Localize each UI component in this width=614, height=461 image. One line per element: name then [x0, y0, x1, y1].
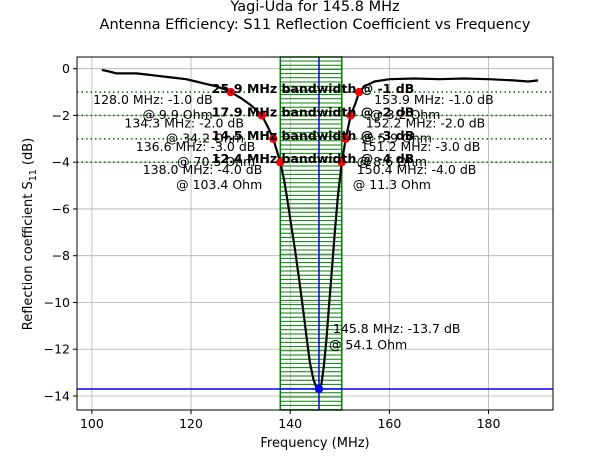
- x-tick-label: 120: [179, 416, 203, 431]
- threshold-marker: [276, 157, 285, 167]
- right-annotation-line2: @ 11.3 Ohm: [353, 177, 431, 192]
- s11-curve-layer: [101, 68, 539, 391]
- y-tick-label: −10: [44, 295, 70, 310]
- y-axis-label-unit: (dB): [21, 138, 36, 169]
- right-annotation-line1: 151.2 MHz: -3.0 dB: [361, 139, 481, 154]
- threshold-marker: [226, 87, 235, 97]
- x-axis-label: Frequency (MHz): [260, 436, 369, 451]
- annotation-layer: 25.9 MHz bandwidth @ -1 dB 17.9 MHz bandw…: [93, 81, 494, 352]
- left-annotation-line2: @ 103.4 Ohm: [176, 177, 262, 192]
- left-annotation-line1: 136.6 MHz: -3.0 dB: [136, 139, 256, 154]
- left-annotation-line2: @ 9.9 Ohm: [142, 107, 212, 122]
- left-annotation-line2: @ 34.2 Ohm: [166, 130, 244, 145]
- plot-frame: [76, 56, 554, 411]
- y-tick-label: −4: [52, 155, 70, 170]
- y-tick-label: −14: [44, 388, 70, 403]
- y-tick-label: 0: [62, 61, 70, 76]
- y-tick-label: −6: [52, 201, 70, 216]
- x-tick-label: 100: [80, 416, 104, 431]
- y-axis-ticks: 0 −2 −4 −6 −8 −10 −12 −14: [44, 61, 77, 403]
- chart-title-line-1: Yagi-Uda for 145.8 MHz: [229, 0, 399, 15]
- resonance-marker: [314, 384, 324, 394]
- bandwidth-label: 12.4 MHz bandwidth @ -4 dB: [212, 151, 415, 166]
- threshold-marker: [346, 111, 355, 120]
- center-annotation-line2: @ 54.1 Ohm: [329, 337, 407, 352]
- right-annotation-line1: 150.4 MHz: -4.0 dB: [357, 162, 477, 177]
- threshold-marker: [257, 111, 267, 120]
- threshold-marker: [354, 87, 364, 97]
- y-tick-label: −2: [52, 108, 70, 123]
- right-annotation-line2: @ 8.6 Ohm: [357, 154, 427, 169]
- x-tick-label: 180: [477, 416, 501, 431]
- threshold-marker: [341, 134, 350, 144]
- right-annotation-line1: 153.9 MHz: -1.0 dB: [374, 92, 494, 107]
- right-annotation-line2: @ 5.9 Ohm: [362, 130, 432, 145]
- marker-layer: [226, 87, 364, 394]
- left-annotation-line2: @ 70.5 Ohm: [177, 154, 255, 169]
- threshold-marker: [269, 134, 278, 144]
- x-axis-ticks: 100 120 140 160 180: [80, 410, 501, 431]
- y-axis-label-main: Reflection coefficient S: [21, 181, 36, 330]
- x-tick-label: 160: [377, 416, 401, 431]
- left-annotation-line1: 138.0 MHz: -4.0 dB: [143, 162, 263, 177]
- left-annotation-line1: 134.3 MHz: -2.0 dB: [124, 115, 244, 130]
- y-axis-label-sub: 11: [28, 169, 39, 181]
- y-tick-label: −8: [52, 248, 70, 263]
- bandwidth-label: 25.9 MHz bandwidth @ -1 dB: [212, 81, 415, 96]
- chart-title-line-2: Antenna Efficiency: S11 Reflection Coeff…: [100, 17, 531, 33]
- x-tick-label: 140: [278, 416, 302, 431]
- right-annotation-line2: @ 3.2 Ohm: [370, 107, 440, 122]
- y-axis-label: Reflection coefficient S11 (dB): [21, 138, 39, 331]
- bandwidth-label: 14.5 MHz bandwidth @ -3 dB: [212, 128, 415, 143]
- left-annotation-line1: 128.0 MHz: -1.0 dB: [93, 92, 213, 107]
- y-tick-label: −12: [44, 342, 70, 357]
- bandwidth-label: 17.9 MHz bandwidth @ -2 dB: [212, 104, 415, 119]
- threshold-marker: [337, 157, 346, 167]
- s11-curve: [101, 68, 539, 391]
- right-annotation-line1: 152.2 MHz: -2.0 dB: [366, 115, 486, 130]
- center-annotation-line1: 145.8 MHz: -13.7 dB: [333, 321, 461, 336]
